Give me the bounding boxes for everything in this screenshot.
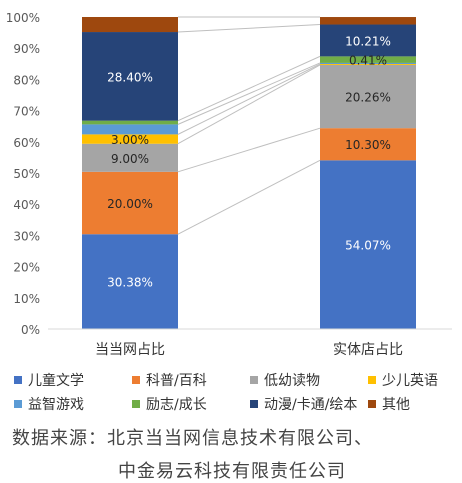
- legend-swatch: [368, 376, 376, 384]
- legend-swatch: [132, 376, 140, 384]
- data-label: 20.00%: [107, 197, 153, 211]
- legend-label: 低幼读物: [264, 370, 320, 390]
- legend-swatch: [14, 400, 22, 408]
- legend-item: 励志/成长: [132, 394, 207, 414]
- legend-label: 儿童文学: [28, 370, 84, 390]
- connector-line: [178, 56, 320, 120]
- stacked-bar-chart: 0% 10% 20% 30% 40% 50% 60% 70% 80% 90% 100% 30.38%…: [0, 0, 462, 366]
- x-axis-labels: 当当网占比 实体店占比: [95, 342, 403, 358]
- data-label: 20.26%: [345, 91, 391, 105]
- bar-segment: [82, 17, 178, 32]
- data-label: 28.40%: [107, 70, 153, 84]
- legend-item: 儿童文学: [14, 370, 84, 390]
- bar-segment: [320, 17, 416, 24]
- connector-line: [178, 64, 320, 134]
- data-label: 9.00%: [111, 152, 149, 166]
- x-category-label: 当当网占比: [95, 342, 165, 358]
- connector-line: [178, 65, 320, 144]
- y-tick-label: 100%: [6, 11, 40, 25]
- bar-segment: [82, 121, 178, 125]
- y-tick-label: 0%: [21, 323, 40, 337]
- connector-line: [178, 128, 320, 172]
- legend-swatch: [250, 376, 258, 384]
- y-tick-label: 50%: [13, 167, 40, 181]
- legend-label: 励志/成长: [146, 394, 207, 414]
- legend-swatch: [14, 376, 22, 384]
- legend-item: 益智游戏: [14, 394, 84, 414]
- data-label: 30.38%: [107, 276, 153, 290]
- y-tick-label: 40%: [13, 198, 40, 212]
- y-tick-label: 30%: [13, 229, 40, 243]
- data-label: 10.30%: [345, 138, 391, 152]
- series-connector-lines: [178, 17, 320, 234]
- y-tick-label: 80%: [13, 73, 40, 87]
- data-label: 0.41%: [349, 54, 387, 68]
- y-tick-label: 20%: [13, 261, 40, 275]
- legend-item: 其他: [368, 394, 410, 414]
- y-tick-label: 90%: [13, 42, 40, 56]
- legend-label: 其他: [382, 394, 410, 414]
- legend-label: 动漫/卡通/绘本: [264, 394, 357, 414]
- legend-label: 少儿英语: [382, 370, 438, 390]
- data-label: 3.00%: [111, 133, 149, 147]
- legend-label: 益智游戏: [28, 394, 84, 414]
- source-line-2: 中金易云科技有限责任公司: [118, 457, 346, 483]
- legend-label: 科普/百科: [146, 370, 207, 390]
- y-tick-label: 70%: [13, 105, 40, 119]
- y-tick-label: 60%: [13, 136, 40, 150]
- connector-line: [178, 25, 320, 33]
- legend-item: 低幼读物: [250, 370, 320, 390]
- x-category-label: 实体店占比: [333, 342, 403, 358]
- data-label: 54.07%: [345, 239, 391, 253]
- connector-line: [178, 160, 320, 234]
- y-tick-label: 10%: [13, 292, 40, 306]
- y-axis: 0% 10% 20% 30% 40% 50% 60% 70% 80% 90% 100%: [6, 11, 40, 337]
- connector-line: [178, 63, 320, 124]
- source-line-1: 数据来源：北京当当网信息技术有限公司、: [12, 424, 373, 450]
- data-label: 10.21%: [345, 34, 391, 48]
- legend-item: 科普/百科: [132, 370, 207, 390]
- legend-swatch: [368, 400, 376, 408]
- legend-swatch: [250, 400, 258, 408]
- legend-swatch: [132, 400, 140, 408]
- legend-item: 动漫/卡通/绘本: [250, 394, 357, 414]
- legend-item: 少儿英语: [368, 370, 438, 390]
